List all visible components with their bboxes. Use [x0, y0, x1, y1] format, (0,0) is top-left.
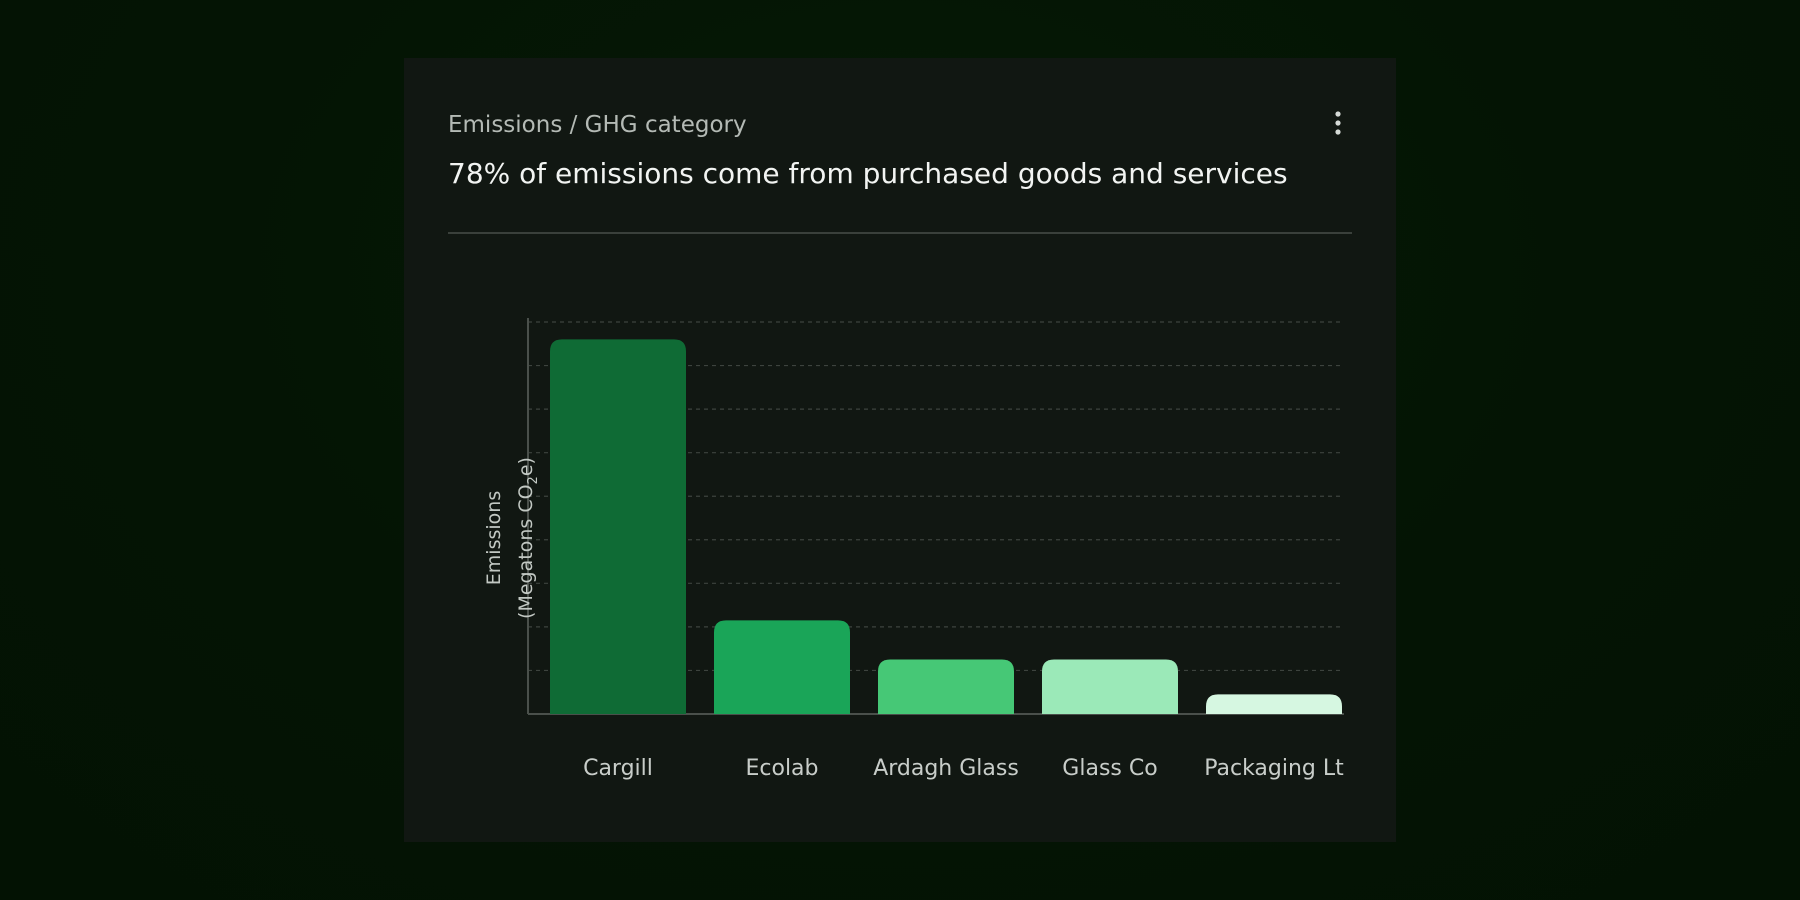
header-divider: [448, 232, 1352, 234]
x-tick-labels: Cargill Ecolab Ardagh Glass Glass Co Packagi…: [583, 756, 1344, 781]
bar-glass-co: [1042, 659, 1178, 714]
card-header: Emissions / GHG category 78% of emission…: [448, 110, 1352, 192]
bar-ecolab: [714, 620, 850, 714]
bar-chart: Cargill Ecolab Ardagh Glass Glass Co Packagi…: [483, 318, 1344, 781]
x-tick-label: Cargill: [583, 756, 653, 781]
bars: [550, 339, 1342, 714]
y-axis-label-line1: Emissions: [483, 491, 505, 585]
more-options-button[interactable]: [1326, 108, 1350, 138]
x-tick-label: Ecolab: [745, 756, 818, 781]
x-tick-label: Ardagh Glass: [873, 756, 1019, 781]
card-headline: 78% of emissions come from purchased goo…: [448, 157, 1288, 190]
x-tick-label: Glass Co: [1062, 756, 1157, 781]
bar-ardagh-glass: [878, 659, 1014, 714]
bar-packaging-lt: [1206, 694, 1342, 714]
more-vertical-icon: [1335, 111, 1341, 135]
y-axis-label-line2: (Megatons CO2e): [515, 457, 541, 619]
emissions-card: Emissions / GHG category 78% of emission…: [404, 58, 1396, 842]
x-tick-label: Packaging Lt: [1204, 756, 1344, 781]
bar-cargill: [550, 339, 686, 714]
y-axis-label: Emissions (Megatons CO2e): [483, 457, 541, 619]
card-category: Emissions / GHG category: [448, 112, 747, 138]
